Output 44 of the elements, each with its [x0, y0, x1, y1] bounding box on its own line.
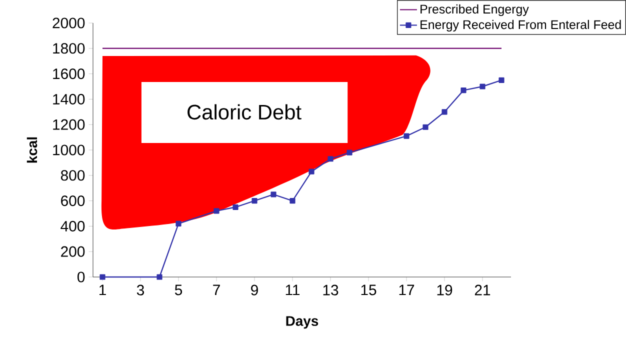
annotation: Caloric Debt: [188, 104, 302, 120]
x-tick-label: 1: [99, 284, 106, 296]
point: [270, 192, 276, 198]
y-axis-title: kcal: [26, 137, 38, 163]
y-tick-label: 1400: [53, 94, 85, 104]
y-tick-label: 600: [61, 196, 85, 206]
x-tick-label: 7: [213, 284, 220, 296]
point: [252, 198, 258, 204]
point: [156, 274, 162, 280]
legend-label: Prescribed Engergy: [420, 4, 529, 16]
x-tick-label: 11: [286, 284, 300, 296]
y-tick-label: 2000: [52, 18, 85, 28]
x-axis-title: Days: [286, 316, 318, 329]
point: [328, 156, 334, 162]
point: [232, 204, 238, 210]
x-tick-label: 3: [136, 284, 144, 296]
y-tick-label: 1800: [53, 43, 85, 54]
point: [346, 150, 352, 156]
x-tick-label: 9: [251, 284, 258, 296]
y-tick-label: 1600: [53, 68, 85, 80]
x-tick-label: 17: [399, 284, 414, 296]
point: [442, 109, 448, 115]
point: [308, 168, 314, 174]
point: [422, 124, 428, 130]
point: [100, 274, 106, 280]
point: [460, 88, 466, 94]
x-tick-label: 19: [437, 284, 452, 296]
y-tick-label: 200: [61, 246, 85, 257]
point: [480, 84, 486, 90]
y-tick-label: 0: [77, 272, 85, 282]
point: [290, 198, 296, 204]
legend-label: Energy Received From Enteral Feed: [420, 20, 621, 32]
x-tick-label: 21: [474, 284, 490, 296]
y-tick-label: 800: [60, 170, 85, 181]
y-tick-label: 400: [60, 220, 85, 232]
point: [176, 220, 182, 226]
point: [498, 77, 504, 83]
x-tick-label: 15: [361, 284, 376, 296]
x-tick-label: 5: [174, 284, 182, 296]
point: [404, 133, 410, 139]
point: [214, 208, 220, 214]
y-tick-label: 1000: [53, 144, 85, 156]
y-tick-label: 1200: [53, 119, 85, 130]
x-tick-label: 13: [323, 284, 338, 296]
